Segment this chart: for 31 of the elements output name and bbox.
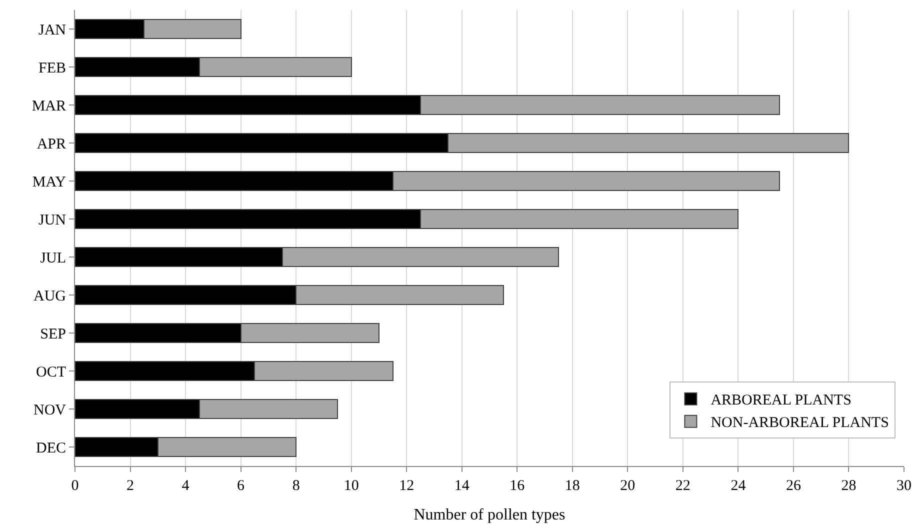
x-tick-label: 8 [292, 478, 300, 494]
x-tick-label: 24 [730, 478, 746, 494]
x-tick-label: 12 [399, 478, 414, 494]
x-tick-label: 2 [126, 478, 134, 494]
x-tick-label: 20 [620, 478, 636, 494]
y-tick-label: APR [36, 136, 66, 152]
x-tick-label: 22 [675, 478, 690, 494]
x-tick-label: 14 [454, 478, 470, 494]
y-tick-label: MAR [32, 98, 66, 114]
legend-label: ARBOREAL PLANTS [710, 392, 852, 409]
y-tick-label: OCT [36, 364, 66, 380]
x-tick-label: 30 [896, 478, 912, 494]
y-tick-label: JUN [38, 212, 66, 228]
y-tick-label: AUG [34, 288, 66, 304]
legend-label: NON-ARBOREAL PLANTS [710, 415, 889, 432]
y-tick-label: SEP [40, 326, 66, 342]
x-tick-label: 10 [344, 478, 359, 494]
x-tick-label: 6 [237, 478, 246, 494]
y-tick-label: DEC [36, 440, 66, 456]
y-tick-label: NOV [34, 402, 66, 418]
x-axis-title: Number of pollen types [414, 506, 566, 524]
x-tick-label: 16 [510, 478, 526, 494]
y-tick-label: FEB [38, 60, 66, 76]
x-tick-label: 26 [786, 478, 802, 494]
y-tick-label: JAN [38, 22, 66, 38]
x-tick-label: 4 [182, 478, 190, 494]
x-tick-label: 0 [71, 478, 79, 494]
x-tick-label: 28 [841, 478, 856, 494]
y-tick-label: MAY [32, 174, 66, 190]
y-tick-label: JUL [40, 250, 66, 266]
x-tick-label: 18 [564, 478, 580, 494]
